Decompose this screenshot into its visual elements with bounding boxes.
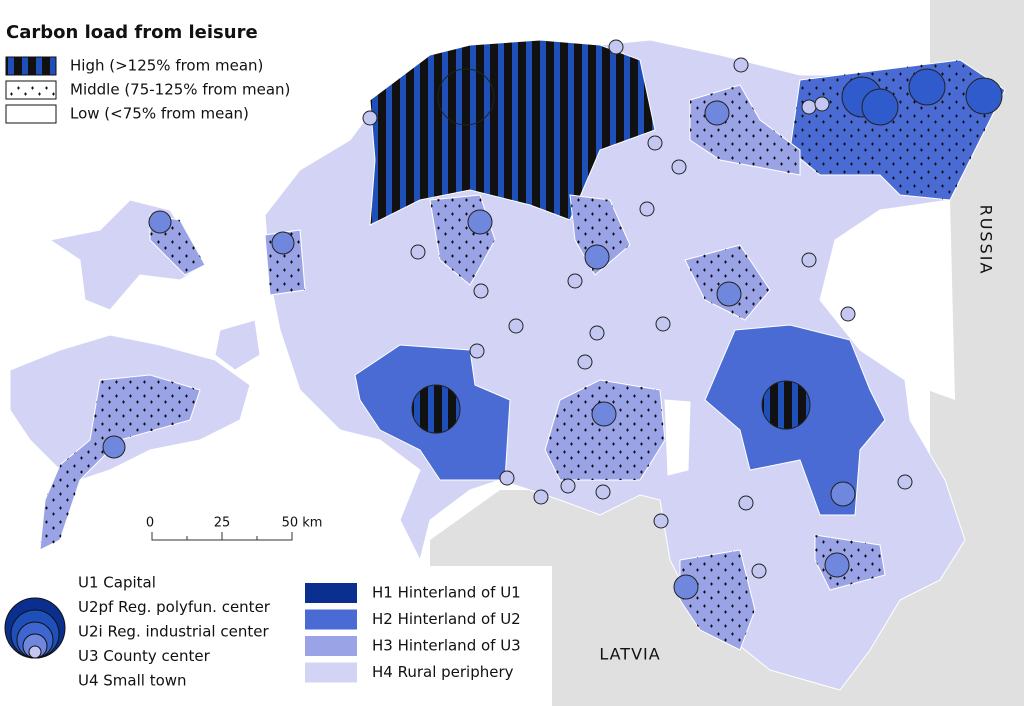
muhu [214,319,261,371]
country-label: RUSSIA [977,205,996,276]
size-legend [4,597,66,659]
settlement [411,384,461,434]
settlement [673,574,699,600]
legend-label: H4 Rural periphery [372,663,514,681]
scale-label: 50 km [282,516,323,531]
settlement [733,57,749,73]
legend-label: U2pf Reg. polyfun. center [78,598,271,616]
legend-label: H2 Hinterland of U2 [372,610,521,628]
legend-label: U2i Reg. industrial center [78,623,269,641]
settlement [469,343,485,359]
settlement [560,478,576,494]
legend-label: U4 Small town [78,672,187,690]
settlement [499,470,515,486]
settlement [271,231,295,255]
settlement [362,110,378,126]
settlement [508,318,524,334]
settlement [437,68,495,126]
scale-bar [151,532,293,541]
lake-vortsjarv [664,399,691,476]
settlement [647,135,663,151]
settlement [473,283,489,299]
settlement [410,244,426,260]
legend-swatch [305,609,357,630]
settlement [653,513,669,529]
legend-label: U1 Capital [78,574,156,592]
settlement [840,306,856,322]
settlement [608,39,624,55]
settlement [716,281,742,307]
settlement [467,209,493,235]
scale-label: 0 [146,516,154,531]
settlements [102,39,1003,600]
settlement [589,325,605,341]
settlement [801,99,817,115]
legend-label: H3 Hinterland of U3 [372,637,521,655]
settlement [830,481,856,507]
settlement [591,401,617,427]
legend-label: U3 County center [78,647,211,665]
legend-label: Middle (75-125% from mean) [70,81,290,99]
legend-label: H1 Hinterland of U1 [372,584,521,602]
map-title: Carbon load from leisure [6,22,258,43]
settlement [655,316,671,332]
settlement [584,244,610,270]
settlement [801,252,817,268]
settlement [761,380,811,430]
settlement [595,484,611,500]
settlement [102,435,126,459]
settlement [704,100,730,126]
legend-swatch [305,583,357,603]
legend-swatch [305,636,357,656]
settlement [567,273,583,289]
legend-box [0,566,552,706]
settlement [671,159,687,175]
settlement [908,68,946,106]
settlement [148,210,172,234]
size-symbol [28,645,42,659]
legend-label: High (>125% from mean) [70,57,263,75]
country-label: LATVIA [599,645,660,664]
legend: U1 Capital U2pf Reg. polyfun. center U2i R… [78,574,521,690]
legend-label: Low (<75% from mean) [70,105,249,123]
settlement [751,563,767,579]
settlement [639,201,655,217]
pattern-swatch [5,80,57,100]
settlement [577,354,593,370]
settlement [965,77,1003,115]
settlement [824,552,850,578]
pattern-swatch [5,56,57,76]
settlement [533,489,549,505]
settlement [861,88,899,126]
lake-peipus [820,200,955,400]
legend-swatch [305,662,357,683]
pattern-swatch [5,104,57,124]
scale-label: 25 [214,516,231,531]
settlement [738,495,754,511]
settlement [897,474,913,490]
settlement [814,96,830,112]
middle-pattern [40,60,1005,650]
